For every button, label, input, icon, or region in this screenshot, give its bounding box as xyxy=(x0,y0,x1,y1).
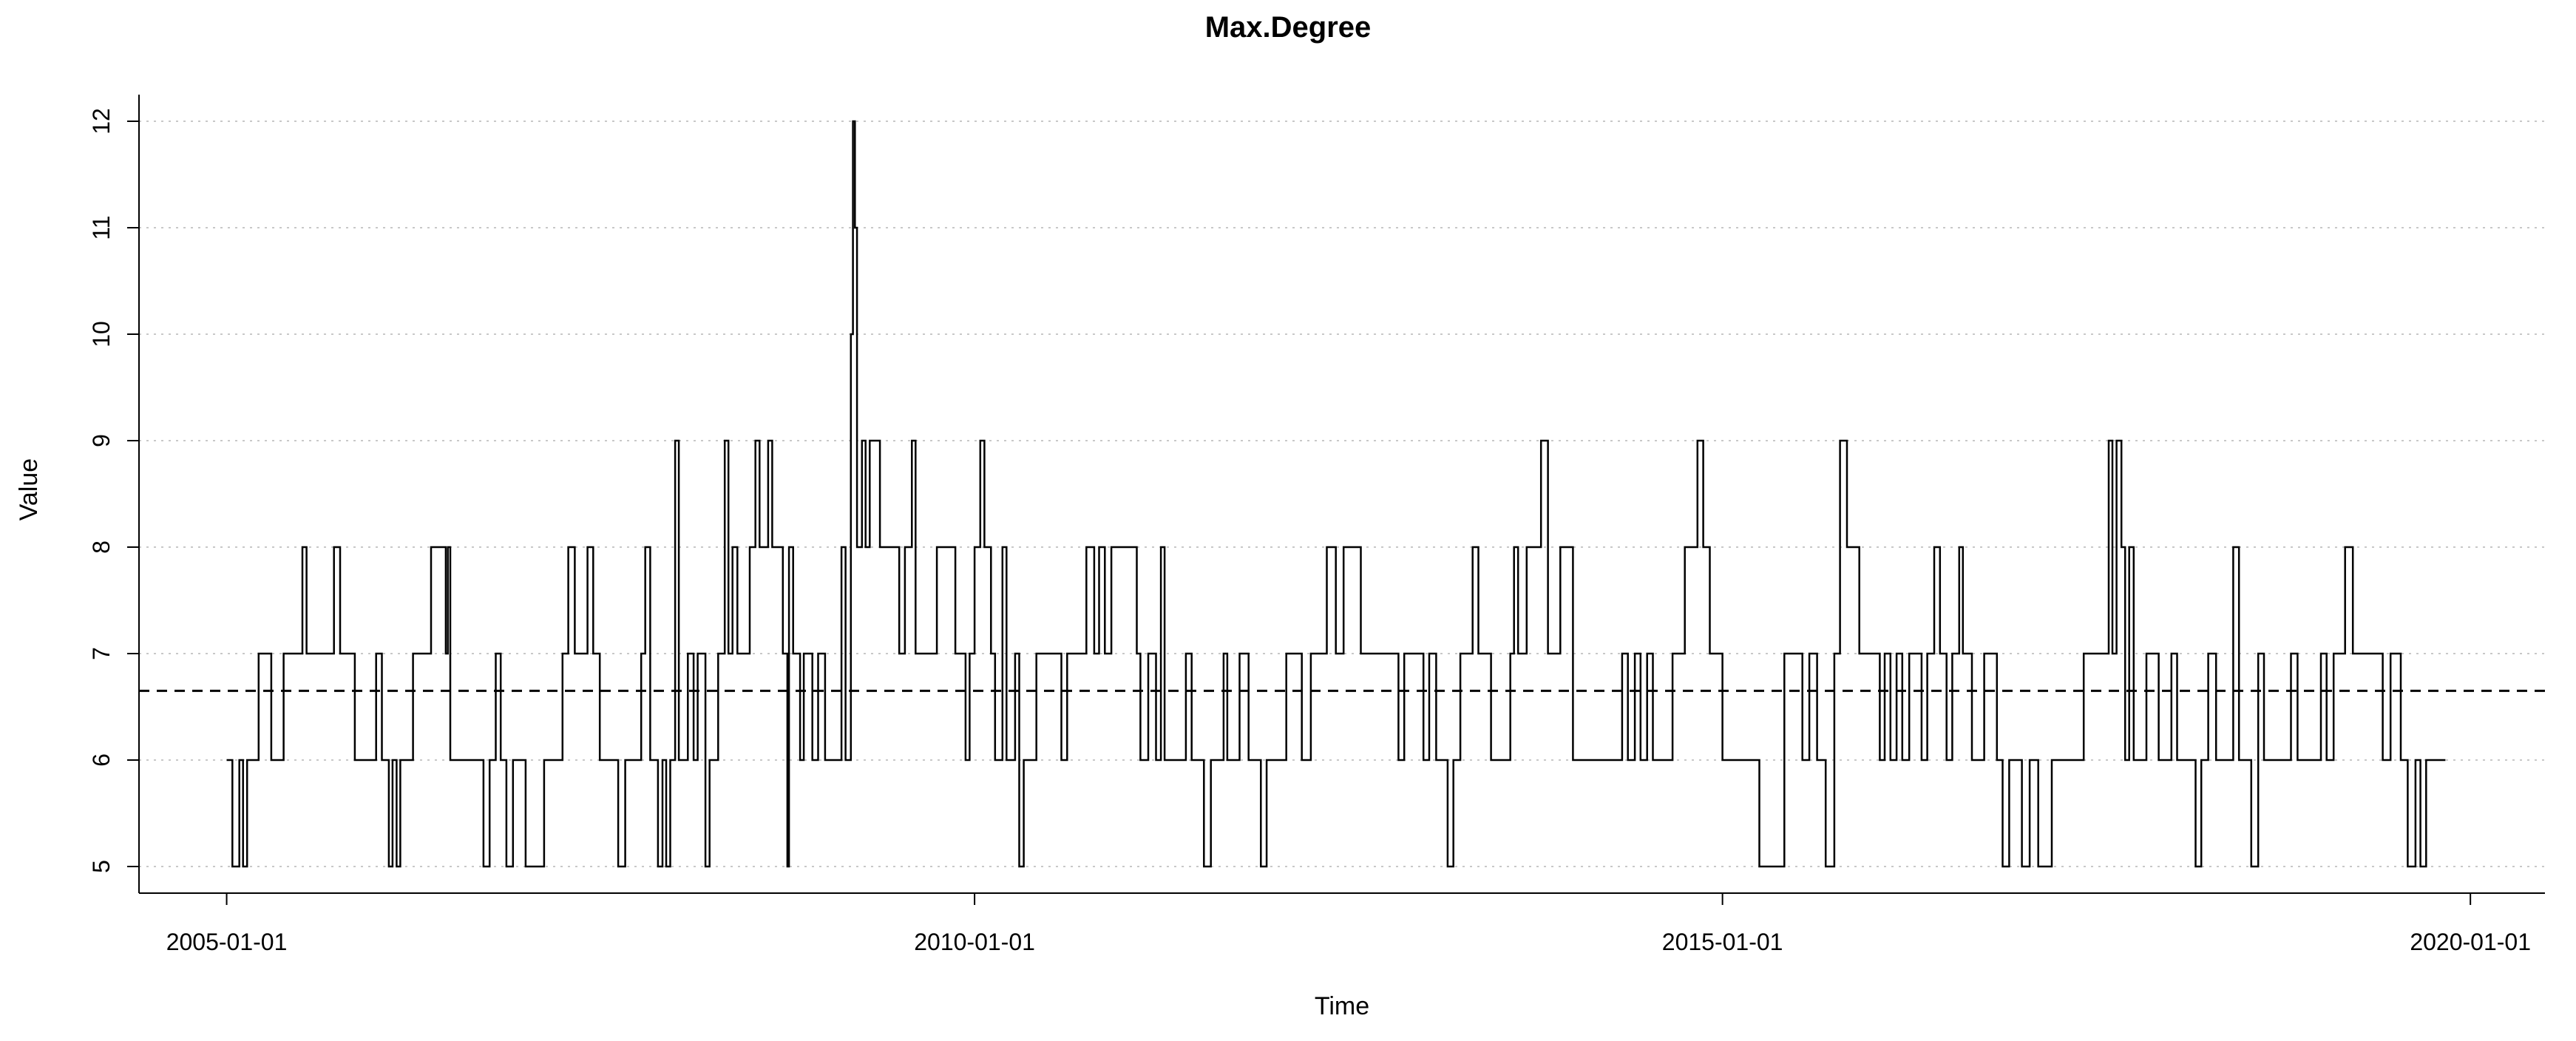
y-tick-label: 5 xyxy=(88,860,115,873)
y-axis-label: Value xyxy=(15,458,43,520)
y-tick-label: 8 xyxy=(88,540,115,554)
y-tick-label: 11 xyxy=(88,215,115,240)
chart-title: Max.Degree xyxy=(1205,11,1372,44)
x-tick-label: 2005-01-01 xyxy=(166,929,288,955)
axes xyxy=(138,95,2545,894)
x-axis-ticks: 2005-01-01 2010-01-01 2015-01-01 2020-01-01 xyxy=(166,893,2531,955)
y-axis-ticks: 5 6 7 8 9 10 11 12 xyxy=(88,108,139,873)
x-axis-label: Time xyxy=(1315,992,1369,1020)
y-tick-label: 7 xyxy=(88,647,115,660)
series-line xyxy=(226,120,2446,868)
y-tick-label: 10 xyxy=(88,321,115,347)
y-tick-label: 6 xyxy=(88,753,115,767)
x-tick-label: 2020-01-01 xyxy=(2410,929,2531,955)
x-tick-label: 2010-01-01 xyxy=(914,929,1035,955)
y-tick-label: 12 xyxy=(88,108,115,135)
y-tick-label: 9 xyxy=(88,434,115,447)
x-tick-label: 2015-01-01 xyxy=(1662,929,1783,955)
